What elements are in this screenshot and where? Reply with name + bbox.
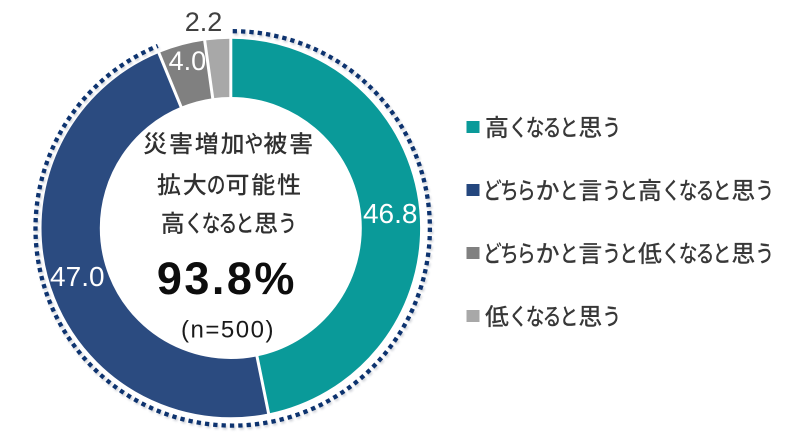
svg-text:46.8: 46.8 — [363, 198, 418, 229]
svg-text:4.0: 4.0 — [169, 46, 207, 76]
svg-text:(n=500): (n=500) — [181, 317, 275, 344]
svg-text:47.0: 47.0 — [50, 261, 105, 292]
svg-text:93.8%: 93.8% — [157, 253, 297, 304]
svg-text:2.2: 2.2 — [185, 7, 223, 37]
